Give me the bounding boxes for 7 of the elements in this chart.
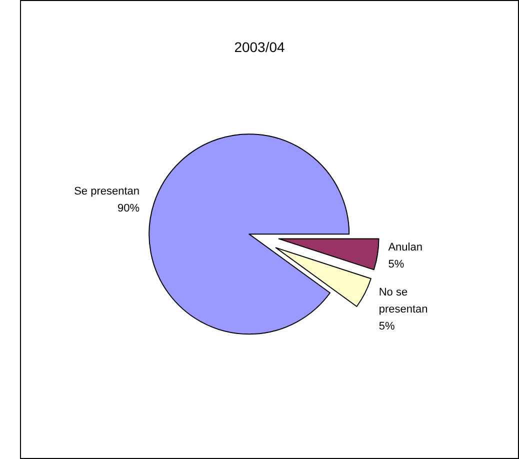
data-label: 90%: [117, 202, 140, 215]
slice-label: Anulan: [388, 241, 422, 254]
slice-label: No se presentan: [378, 286, 428, 316]
slice-label: Se presentan: [74, 186, 140, 198]
data-label: 5%: [388, 258, 404, 270]
data-label: 5%: [378, 320, 395, 332]
chart-title: 2003/04: [234, 39, 286, 55]
